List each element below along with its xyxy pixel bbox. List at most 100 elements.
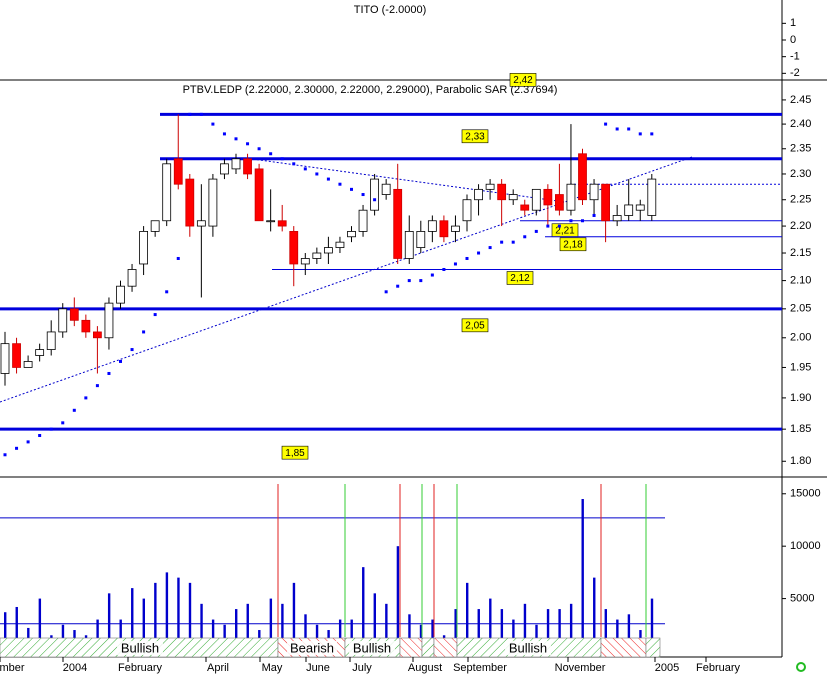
- sar-dot: [199, 112, 203, 116]
- candle-body: [404, 231, 414, 259]
- sar-dot: [419, 279, 423, 283]
- candle-body: [347, 231, 356, 238]
- volume-bar: [4, 612, 7, 651]
- volume-bar: [131, 588, 134, 651]
- y-tick-label: 5000: [790, 592, 814, 604]
- sar-dot: [396, 284, 400, 288]
- level-label-box: [509, 73, 537, 87]
- sar-dot: [488, 246, 492, 250]
- candle-body: [520, 204, 530, 211]
- volume-bar: [385, 603, 388, 651]
- y-tick-label: 2.25: [790, 194, 811, 206]
- volume-bar: [512, 619, 515, 651]
- x-tick-label: November: [555, 662, 606, 674]
- level-label: 2,42: [513, 75, 533, 86]
- y-tick-label: 2.20: [790, 220, 811, 232]
- volume-bar: [154, 582, 157, 651]
- sar-dot: [430, 273, 434, 277]
- y-tick-label: 2.00: [790, 332, 811, 344]
- candle-body: [139, 231, 149, 265]
- candle-body: [439, 220, 449, 238]
- candle-body: [485, 183, 495, 190]
- y-tick-label: 2.05: [790, 303, 811, 315]
- level-label-box: [506, 271, 534, 285]
- sar-dot: [569, 219, 573, 223]
- x-tick-label: April: [207, 662, 229, 674]
- sar-dot: [107, 371, 111, 375]
- sar-dot: [361, 193, 365, 197]
- candle-body: [266, 220, 276, 223]
- sar-dot: [234, 137, 238, 141]
- sar-dot: [453, 262, 457, 266]
- regime-band: [600, 637, 647, 658]
- sar-dot: [26, 440, 30, 444]
- sar-dot: [292, 162, 296, 166]
- sar-dot: [165, 290, 169, 294]
- x-tick-label: June: [306, 662, 330, 674]
- y-tick-label: 1.80: [790, 455, 811, 467]
- sar-dot: [546, 224, 550, 228]
- y-tick-label: 1.90: [790, 392, 811, 404]
- volume-bar: [373, 593, 376, 651]
- candle-body: [393, 188, 403, 259]
- sar-dot: [326, 177, 330, 181]
- candle-body: [578, 153, 587, 201]
- candle-body: [208, 178, 218, 227]
- sar-dot: [72, 408, 76, 412]
- sar-dot: [3, 453, 7, 457]
- sar-dot: [84, 396, 88, 400]
- candle-body: [381, 183, 391, 195]
- volume-bar: [604, 609, 607, 651]
- x-tick-label: 2004: [63, 662, 87, 674]
- regime-band: [421, 637, 435, 658]
- indicator-title: TITO (-2.0000): [354, 4, 427, 16]
- x-tick-label: July: [352, 662, 372, 674]
- sar-dot: [500, 240, 504, 244]
- volume-bar: [500, 609, 504, 651]
- x-tick-label: mber: [0, 662, 25, 674]
- volume-bar: [593, 577, 596, 651]
- volume-bar: [200, 603, 203, 651]
- candle-body: [508, 194, 518, 201]
- volume-bar: [431, 619, 434, 651]
- sar-dot: [222, 132, 226, 136]
- sar-dot: [384, 290, 388, 294]
- sar-dot: [615, 127, 619, 131]
- level-label-box: [281, 445, 309, 460]
- candle-body: [358, 209, 368, 232]
- x-tick-label: May: [262, 662, 283, 674]
- sar-dot: [153, 313, 157, 317]
- level-label: 2,18: [563, 239, 583, 250]
- candle-body: [416, 231, 426, 248]
- candle-body: [116, 285, 125, 304]
- volume-bar: [558, 609, 561, 651]
- x-tick-label: February: [696, 662, 741, 674]
- candle-body: [220, 163, 229, 175]
- volume-bar: [281, 603, 284, 651]
- sar-dot: [350, 187, 353, 191]
- sar-dot: [269, 152, 273, 156]
- candle-body: [69, 308, 79, 321]
- sar-dot: [257, 147, 261, 151]
- candle-body: [427, 220, 437, 232]
- candle-body: [162, 163, 172, 222]
- candle-body: [93, 331, 102, 339]
- sar-dot: [627, 127, 631, 131]
- candle-body: [81, 319, 91, 333]
- x-tick-label: February: [118, 662, 163, 674]
- candle-body: [12, 343, 21, 368]
- candle-body: [104, 302, 114, 339]
- status-icon: [796, 662, 806, 672]
- level-label: 2,33: [465, 131, 485, 142]
- volume-bar: [477, 609, 480, 651]
- candle-body: [451, 225, 460, 232]
- candle-body: [647, 178, 657, 216]
- sar-dot: [557, 224, 561, 228]
- level-label: 2,12: [510, 273, 530, 284]
- sar-dot: [581, 219, 584, 223]
- sar-dot: [15, 446, 19, 450]
- y-tick-label: -1: [790, 51, 800, 63]
- candle-body: [323, 247, 333, 254]
